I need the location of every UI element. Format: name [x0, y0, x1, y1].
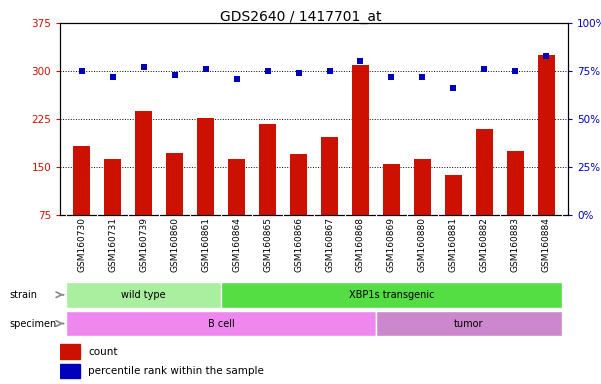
Bar — [166, 153, 183, 263]
Point — [232, 76, 242, 82]
Bar — [290, 154, 307, 263]
Bar — [66, 311, 376, 336]
Bar — [352, 65, 369, 263]
Bar — [414, 159, 431, 263]
Point — [480, 66, 489, 72]
Text: GDS2640 / 1417701_at: GDS2640 / 1417701_at — [220, 10, 381, 23]
Point — [139, 64, 148, 70]
Bar — [60, 364, 81, 378]
Bar — [476, 129, 493, 263]
Bar — [538, 55, 555, 263]
Bar — [383, 164, 400, 263]
Point — [294, 70, 304, 76]
Bar — [228, 159, 245, 263]
Bar — [104, 159, 121, 263]
Bar — [66, 282, 221, 308]
Text: count: count — [88, 347, 118, 357]
Point — [448, 85, 458, 91]
Text: XBP1s transgenic: XBP1s transgenic — [349, 290, 434, 300]
Point — [263, 68, 272, 74]
Point — [356, 58, 365, 65]
Bar — [376, 311, 562, 336]
Text: GSM160865: GSM160865 — [263, 217, 272, 272]
Point — [418, 74, 427, 80]
Bar — [73, 146, 90, 263]
Point — [510, 68, 520, 74]
Point — [201, 66, 210, 72]
Text: GSM160739: GSM160739 — [139, 217, 148, 272]
Bar — [507, 151, 524, 263]
Text: tumor: tumor — [454, 318, 484, 329]
Point — [108, 74, 118, 80]
Text: GSM160864: GSM160864 — [232, 217, 241, 272]
Text: strain: strain — [9, 290, 37, 300]
Bar — [259, 124, 276, 263]
Point — [542, 53, 551, 59]
Bar — [321, 137, 338, 263]
Point — [386, 74, 396, 80]
Text: wild type: wild type — [121, 290, 166, 300]
Text: GSM160867: GSM160867 — [325, 217, 334, 272]
Text: GSM160860: GSM160860 — [170, 217, 179, 272]
Text: GSM160883: GSM160883 — [511, 217, 520, 272]
Text: GSM160884: GSM160884 — [542, 217, 551, 272]
Bar — [60, 344, 81, 359]
Text: GSM160730: GSM160730 — [78, 217, 87, 272]
Text: GSM160861: GSM160861 — [201, 217, 210, 272]
Text: percentile rank within the sample: percentile rank within the sample — [88, 366, 264, 376]
Point — [170, 72, 180, 78]
Text: GSM160882: GSM160882 — [480, 217, 489, 272]
Text: specimen: specimen — [9, 318, 56, 329]
Point — [325, 68, 334, 74]
Text: GSM160869: GSM160869 — [387, 217, 396, 272]
Point — [77, 68, 87, 74]
Text: GSM160881: GSM160881 — [449, 217, 458, 272]
Bar — [221, 282, 562, 308]
Text: GSM160866: GSM160866 — [294, 217, 303, 272]
Bar — [197, 118, 214, 263]
Text: GSM160868: GSM160868 — [356, 217, 365, 272]
Bar — [135, 111, 152, 263]
Text: GSM160880: GSM160880 — [418, 217, 427, 272]
Text: B cell: B cell — [208, 318, 234, 329]
Bar — [445, 175, 462, 263]
Text: GSM160731: GSM160731 — [108, 217, 117, 272]
